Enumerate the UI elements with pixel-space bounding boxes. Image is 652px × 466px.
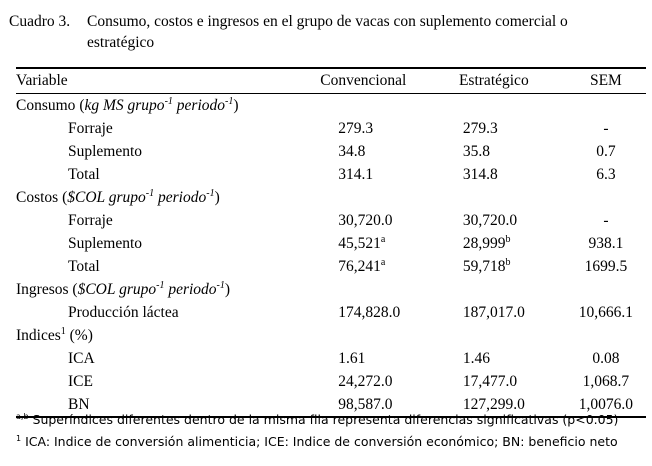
section-label-indices: Indices1 (%) <box>16 325 93 344</box>
data-table: Variable Convencional Estratégico SEM Co… <box>16 67 646 418</box>
row-label: Producción láctea <box>68 303 179 321</box>
cell-convencional: 76,241a <box>338 256 386 275</box>
cell-estrategico: 30,720.0 <box>462 211 518 229</box>
table-row: Forraje 279.3 279.3 - <box>16 117 646 140</box>
header-variable: Variable <box>16 72 68 89</box>
row-label: Forraje <box>68 119 113 137</box>
cell-sem: 1,068.7 <box>582 372 630 390</box>
cell-estrategico: 127,299.0 <box>462 395 525 413</box>
cell-estrategico: 59,718b <box>462 256 511 275</box>
row-label: ICA <box>68 349 95 367</box>
row-label: ICE <box>68 372 93 390</box>
cell-convencional: 279.3 <box>338 119 374 137</box>
cell-estrategico: 28,999b <box>462 233 511 252</box>
cell-convencional: 24,272.0 <box>338 372 393 390</box>
cell-estrategico: 314.8 <box>462 165 498 183</box>
table-row: ICE 24,272.0 17,477.0 1,068.7 <box>16 370 646 393</box>
cell-sem: 0.08 <box>592 349 620 367</box>
table-row: Suplemento 34.8 35.8 0.7 <box>16 140 646 163</box>
table-row: Forraje 30,720.0 30,720.0 - <box>16 209 646 232</box>
cell-sem: 1,0076.0 <box>578 395 634 413</box>
section-label-consumo: Consumo (kg MS grupo-1 periodo-1) <box>16 95 239 114</box>
table-row: Producción láctea 174,828.0 187,017.0 10… <box>16 301 646 324</box>
cell-estrategico: 1.46 <box>462 349 490 367</box>
cell-estrategico: 17,477.0 <box>462 372 518 390</box>
section-row-ingresos: Ingresos ($COL grupo-1 periodo-1) <box>16 278 646 301</box>
row-label: BN <box>68 395 90 413</box>
table-row: Total 314.1 314.8 6.3 <box>16 163 646 186</box>
cell-convencional: 174,828.0 <box>338 303 401 321</box>
table-row: ICA 1.61 1.46 0.08 <box>16 347 646 370</box>
row-label: Total <box>68 165 100 183</box>
caption-number: Cuadro 3. <box>9 13 71 30</box>
cell-estrategico: 35.8 <box>462 142 490 160</box>
cell-convencional: 34.8 <box>338 142 366 160</box>
cell-sem: 0.7 <box>596 142 616 160</box>
caption-line-1: Consumo, costos e ingresos en el grupo d… <box>87 13 568 30</box>
cell-convencional: 45,521a <box>338 233 386 252</box>
cell-estrategico: 279.3 <box>462 119 498 137</box>
cell-sem: 10,666.1 <box>578 303 634 321</box>
row-label: Suplemento <box>68 142 143 160</box>
cell-sem: 938.1 <box>588 234 624 252</box>
table-row: BN 98,587.0 127,299.0 1,0076.0 <box>16 393 646 417</box>
section-row-costos: Costos ($COL grupo-1 periodo-1) <box>16 186 646 209</box>
cell-convencional: 98,587.0 <box>338 395 393 413</box>
table-row: Suplemento 45,521a 28,999b 938.1 <box>16 232 646 255</box>
section-label-ingresos: Ingresos ($COL grupo-1 periodo-1) <box>16 279 231 298</box>
row-label: Total <box>68 257 100 275</box>
cell-sem: 6.3 <box>596 165 616 183</box>
header-convencional: Convencional <box>320 72 407 89</box>
section-label-costos: Costos ($COL grupo-1 periodo-1) <box>16 187 220 206</box>
row-label: Suplemento <box>68 234 143 252</box>
cell-sem: - <box>603 211 609 229</box>
cell-sem: - <box>603 119 609 137</box>
caption-line-2: estratégico <box>87 34 155 51</box>
header-sem: SEM <box>589 72 622 89</box>
header-estrategico: Estratégico <box>458 72 529 89</box>
table-row: Total 76,241a 59,718b 1699.5 <box>16 255 646 278</box>
cell-convencional: 314.1 <box>338 165 374 183</box>
section-row-indices: Indices1 (%) <box>16 324 646 347</box>
cell-convencional: 1.61 <box>338 349 366 367</box>
section-row-consumo: Consumo (kg MS grupo-1 periodo-1) <box>16 94 646 118</box>
header-row: Variable Convencional Estratégico SEM <box>16 68 646 94</box>
footnote-significance: a,b Superíndices diferentes dentro de la… <box>16 411 619 427</box>
table-caption: Cuadro 3. Consumo, costos e ingresos en e… <box>9 11 645 53</box>
cell-estrategico: 187,017.0 <box>462 303 525 321</box>
footnote-abbreviations: 1 ICA: Indice de conversión alimenticia;… <box>16 433 618 449</box>
cell-sem: 1699.5 <box>584 257 628 275</box>
cell-convencional: 30,720.0 <box>338 211 393 229</box>
row-label: Forraje <box>68 211 113 229</box>
